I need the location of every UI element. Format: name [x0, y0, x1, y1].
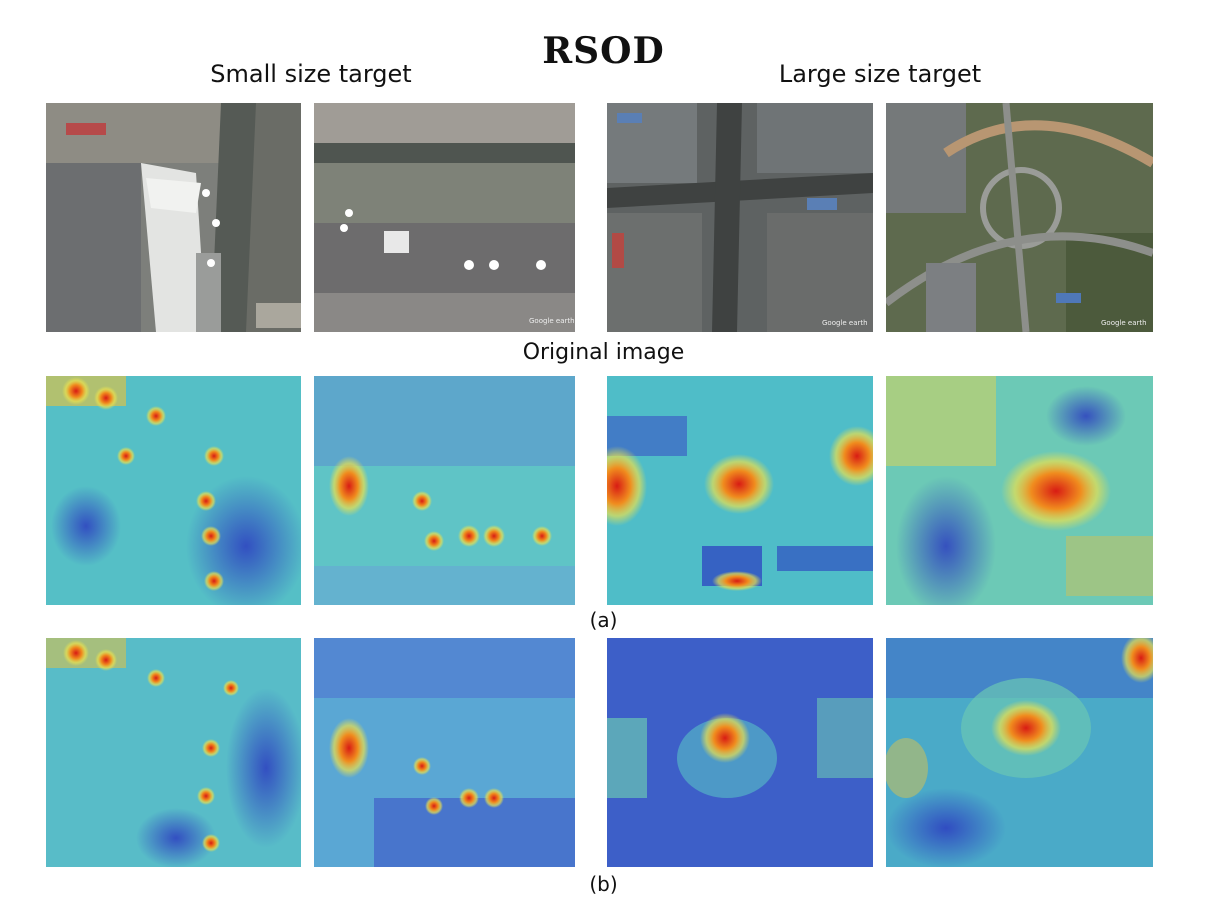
heatmap-a-airport-terminal [46, 376, 301, 605]
heatmap-b-highway-interchange [886, 638, 1153, 867]
heatmap-b-airport-terminal [46, 638, 301, 867]
original-image-label: Original image [522, 340, 685, 365]
heatmap-a-airport-apron [314, 376, 575, 605]
heatmap-b-city-intersection [607, 638, 873, 867]
original-city-intersection-image: Google earth [607, 103, 873, 332]
watermark-text: Google earth [529, 317, 575, 325]
original-highway-interchange-image: Google earth [886, 103, 1153, 332]
small-target-label: Small size target [210, 60, 412, 88]
heatmap-a-city-intersection [607, 376, 873, 605]
original-airport-apron-image: Google earth [314, 103, 575, 332]
original-airport-terminal-image [46, 103, 301, 332]
heatmap-a-highway-interchange [886, 376, 1153, 605]
large-target-label: Large size target [778, 60, 982, 88]
caption-a: (a) [589, 608, 618, 632]
watermark-text: Google earth [1101, 319, 1147, 327]
heatmap-b-airport-apron [314, 638, 575, 867]
caption-b: (b) [589, 872, 618, 896]
watermark-text: Google earth [822, 319, 868, 327]
figure-title: RSOD [542, 30, 665, 72]
